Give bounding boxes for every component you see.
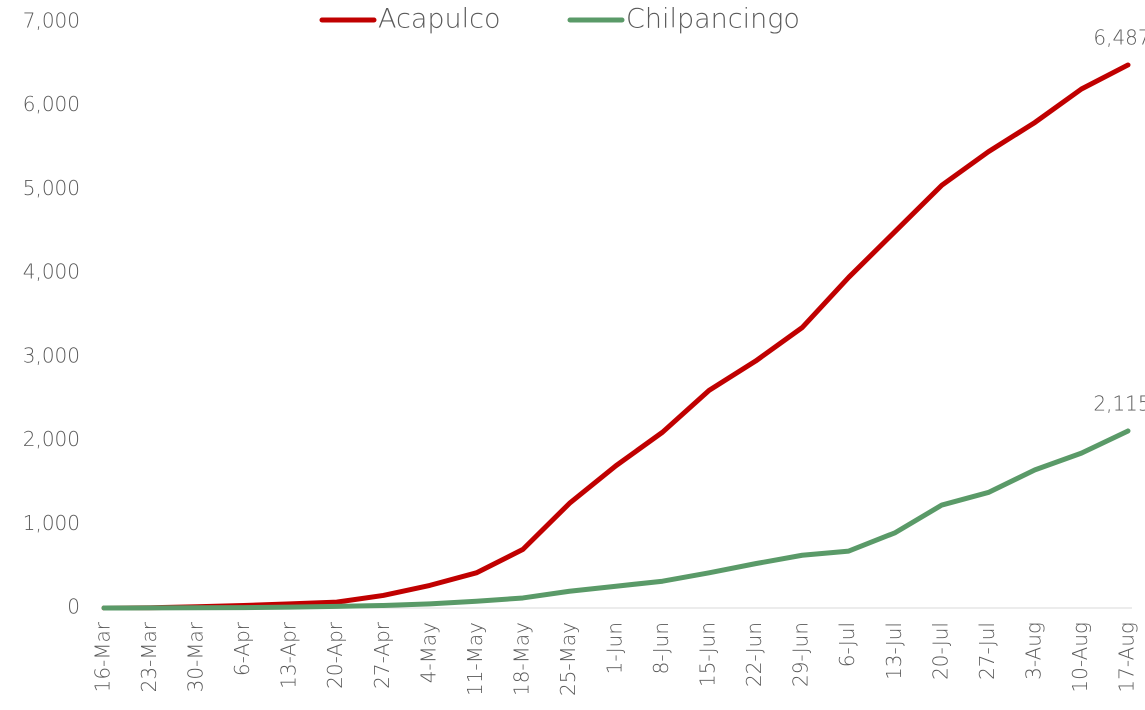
y-tick-label: 6,000 <box>23 92 80 116</box>
x-tick-label: 1-Jun <box>603 622 627 674</box>
x-tick-label: 11-May <box>463 622 487 696</box>
legend-label: Acapulco <box>378 4 501 35</box>
line-series <box>101 428 1131 611</box>
x-tick-label: 25-May <box>556 622 580 696</box>
x-tick-label: 17-Aug <box>1115 622 1139 693</box>
y-tick-label: 1,000 <box>23 511 80 535</box>
x-tick-label: 22-Jun <box>742 622 766 687</box>
x-tick-label: 27-Jul <box>975 622 999 680</box>
x-tick-label: 6-Apr <box>230 621 254 676</box>
data-label: 6,487 <box>1093 25 1145 49</box>
x-tick-label: 20-Apr <box>323 621 347 689</box>
x-tick-label: 8-Jun <box>649 622 673 674</box>
x-tick-label: 23-Mar <box>137 621 161 692</box>
x-tick-label: 27-Apr <box>370 621 394 689</box>
y-tick-label: 4,000 <box>23 260 80 284</box>
data-label: 2,115 <box>1093 391 1145 415</box>
x-tick-label: 29-Jun <box>789 622 813 687</box>
x-tick-label: 16-Mar <box>91 621 115 692</box>
x-tick-label: 4-May <box>416 622 440 683</box>
x-tick-label: 13-Jul <box>882 622 906 680</box>
x-tick-label: 18-May <box>509 622 533 696</box>
y-tick-label: 3,000 <box>23 343 80 367</box>
x-tick-label: 6-Jul <box>835 622 859 667</box>
x-tick-label: 13-Apr <box>277 621 301 689</box>
y-tick-label: 7,000 <box>23 9 80 33</box>
x-tick-label: 30-Mar <box>184 621 208 692</box>
x-tick-label: 15-Jun <box>696 622 720 687</box>
y-tick-label: 0 <box>67 595 80 619</box>
x-tick-label: 10-Aug <box>1068 622 1092 693</box>
line-series <box>101 62 1131 611</box>
y-tick-label: 5,000 <box>23 176 80 200</box>
legend-label: Chilpancingo <box>626 4 800 35</box>
x-tick-label: 3-Aug <box>1021 622 1045 680</box>
y-tick-label: 2,000 <box>23 427 80 451</box>
x-tick-label: 20-Jul <box>928 622 952 680</box>
